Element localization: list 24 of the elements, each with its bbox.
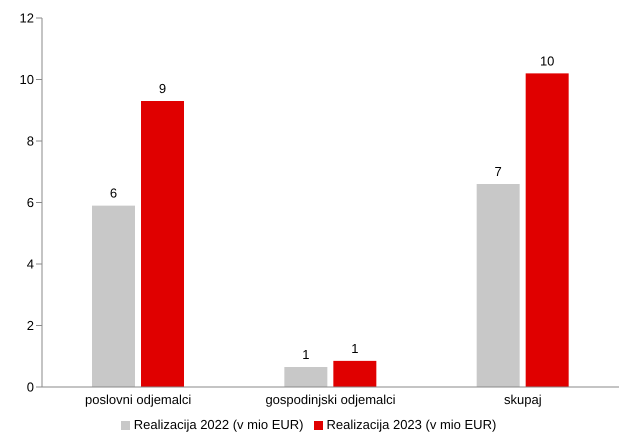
- bar: [141, 101, 184, 387]
- x-tick-label: skupaj: [504, 392, 542, 408]
- data-label: 6: [110, 186, 118, 201]
- y-tick-label: 0: [26, 380, 34, 395]
- y-tick-label: 6: [26, 195, 34, 210]
- data-label: 1: [351, 340, 358, 356]
- data-label: 9: [158, 81, 166, 96]
- x-tick-label: gospodinjski odjemalci: [265, 392, 396, 408]
- data-label: 10: [540, 53, 554, 68]
- legend-label: Realizacija 2022 (v mio EUR): [134, 417, 304, 432]
- y-tick-label: 2: [26, 318, 34, 334]
- y-tick-label: 8: [26, 134, 34, 149]
- data-label: 7: [494, 164, 502, 180]
- legend-label: Realizacija 2023 (v mio EUR): [326, 417, 496, 432]
- bar: [476, 184, 520, 387]
- bar: [284, 367, 328, 387]
- data-label: 1: [302, 347, 310, 362]
- bar: [92, 206, 136, 387]
- bar: [526, 73, 569, 387]
- x-tick-label: poslovni odjemalci: [85, 392, 192, 408]
- bar: [333, 360, 376, 387]
- y-tick-label: 12: [20, 10, 34, 26]
- y-tick-label: 4: [26, 256, 34, 272]
- y-tick-label: 10: [20, 72, 34, 88]
